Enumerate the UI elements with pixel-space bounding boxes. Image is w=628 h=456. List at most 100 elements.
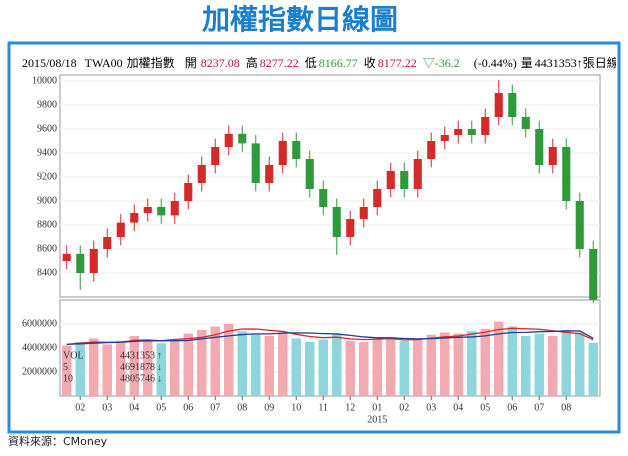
volume-bar bbox=[359, 342, 369, 396]
x-tick-label: 04 bbox=[453, 402, 463, 413]
candle-body bbox=[265, 165, 274, 183]
volume-bar bbox=[494, 321, 504, 396]
candle-body bbox=[332, 207, 341, 237]
x-tick-label: 08 bbox=[237, 402, 247, 413]
y-tick-label: 8600 bbox=[37, 243, 57, 254]
volume-bar bbox=[102, 344, 112, 396]
x-tick-label: 07 bbox=[210, 402, 220, 413]
volume-bar bbox=[399, 340, 409, 396]
low-value: 8166.77 bbox=[319, 56, 358, 70]
volume-bar bbox=[129, 336, 139, 396]
y-tick-label: 9600 bbox=[37, 123, 57, 134]
year-label: 2015 bbox=[367, 414, 387, 425]
volume-bar bbox=[521, 336, 531, 396]
candle-body bbox=[130, 213, 139, 223]
open-label: 開 bbox=[185, 56, 197, 70]
volume-bar bbox=[453, 333, 463, 396]
y-tick-label: 8400 bbox=[37, 267, 57, 278]
candle-body bbox=[319, 189, 328, 207]
volume-label: 量 bbox=[521, 56, 533, 70]
volume-bar bbox=[156, 343, 166, 396]
y-tick-label: 9000 bbox=[37, 195, 57, 206]
source: 資料來源：CMoney bbox=[8, 434, 108, 448]
legend-name: 10 bbox=[63, 373, 73, 384]
change: ▽-36.2 bbox=[423, 56, 460, 70]
volume-bar bbox=[197, 330, 207, 396]
candle-body bbox=[224, 133, 233, 147]
legend-value: 4431353 bbox=[120, 350, 155, 361]
volume-bar bbox=[210, 326, 220, 396]
candle-body bbox=[494, 93, 503, 117]
candle-body bbox=[467, 129, 476, 135]
close-label: 收 bbox=[364, 56, 376, 70]
x-tick-label: 02 bbox=[75, 402, 85, 413]
volume-bar bbox=[413, 338, 423, 396]
header-suffix: ↑張日線 bbox=[577, 55, 619, 70]
volume-bar bbox=[251, 333, 261, 396]
price-panel bbox=[59, 74, 601, 298]
y-tick-label: 9800 bbox=[37, 99, 57, 110]
volume-bar bbox=[467, 331, 477, 396]
candle-body bbox=[170, 201, 179, 216]
candle-body bbox=[508, 93, 517, 117]
x-tick-label: 02 bbox=[399, 402, 409, 413]
y-tick-label: 9200 bbox=[37, 171, 57, 182]
volume-bar bbox=[224, 324, 234, 396]
candle-body bbox=[359, 207, 368, 219]
candle-body bbox=[251, 143, 260, 183]
y-tick-label: 6000000 bbox=[22, 318, 57, 329]
candle-body bbox=[400, 171, 409, 189]
x-tick-label: 12 bbox=[345, 402, 355, 413]
volume-bar bbox=[89, 338, 99, 396]
volume-bar bbox=[426, 334, 436, 396]
candle-body bbox=[238, 133, 247, 144]
header: 2015/08/18 TWA00 加權指數開 8237.08 高 8277.22 低 8166… bbox=[22, 55, 619, 70]
candle-body bbox=[76, 253, 85, 273]
candle-body bbox=[481, 117, 490, 135]
y-tick-label: 9400 bbox=[37, 147, 57, 158]
candle-body bbox=[535, 129, 544, 165]
volume-bar bbox=[278, 332, 288, 396]
candle-body bbox=[197, 165, 206, 183]
y-tick-label: 2000000 bbox=[22, 366, 57, 377]
y-tick-label: 4000000 bbox=[22, 342, 57, 353]
x-tick-label: 05 bbox=[480, 402, 490, 413]
volume-bar bbox=[561, 330, 571, 396]
candle-body bbox=[521, 117, 530, 129]
volume-bar bbox=[237, 331, 247, 396]
candle-body bbox=[575, 201, 584, 249]
volume-bar bbox=[575, 332, 585, 396]
volume-bar bbox=[264, 336, 274, 396]
low-label: 低 bbox=[305, 56, 317, 70]
volume-bar bbox=[116, 340, 126, 396]
volume-bar bbox=[170, 340, 180, 396]
close-value: 8177.22 bbox=[378, 56, 417, 70]
volume-bar bbox=[62, 345, 72, 396]
volume-bar bbox=[345, 340, 355, 396]
candle-body bbox=[89, 249, 98, 273]
volume-bar bbox=[318, 339, 328, 396]
candle-body bbox=[454, 129, 463, 135]
candle-body bbox=[548, 147, 557, 165]
candle-body bbox=[305, 159, 314, 189]
high-value: 8277.22 bbox=[260, 56, 299, 70]
volume-bar bbox=[548, 336, 558, 396]
candle-body bbox=[292, 141, 301, 159]
legend-value: 4691878 bbox=[120, 362, 155, 373]
legend-value: 4805746 bbox=[120, 373, 155, 384]
symbol: TWA00 bbox=[85, 56, 123, 70]
volume-value: 4431353 bbox=[535, 56, 577, 70]
x-tick-label: 06 bbox=[183, 402, 193, 413]
candle-body bbox=[413, 159, 422, 189]
legend-arrow: ↑ bbox=[157, 350, 162, 361]
legend-name: VOL bbox=[63, 350, 84, 361]
volume-bar bbox=[332, 333, 342, 396]
x-tick-label: 08 bbox=[561, 402, 571, 413]
volume-bar bbox=[480, 328, 490, 396]
x-tick-label: 11 bbox=[318, 402, 328, 413]
candle-body bbox=[440, 135, 449, 141]
candle-body bbox=[116, 222, 125, 237]
x-tick-label: 05 bbox=[156, 402, 166, 413]
